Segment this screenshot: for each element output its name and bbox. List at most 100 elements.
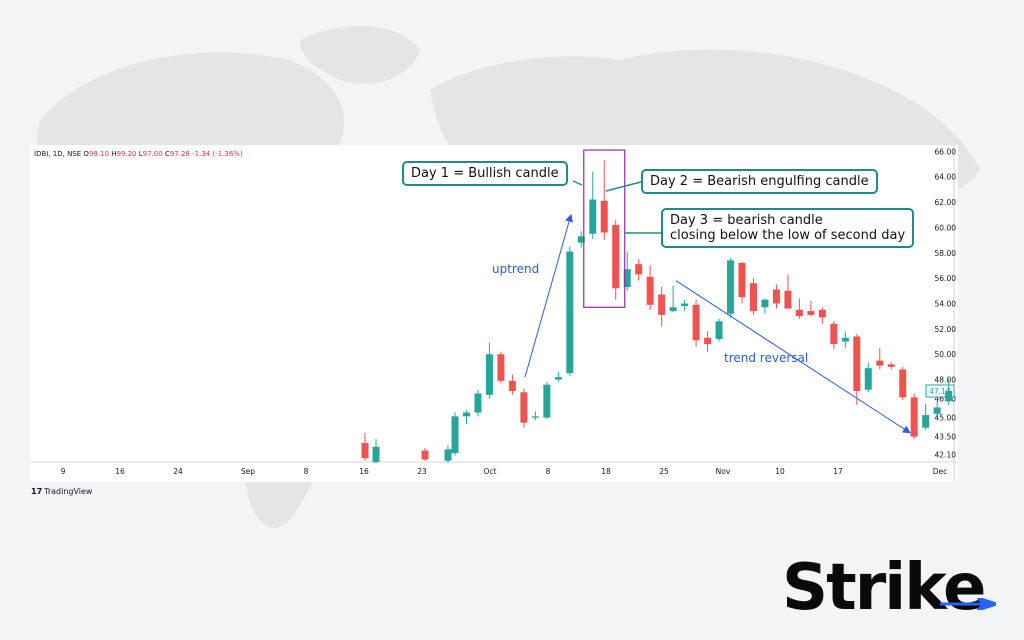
uptrend-label: uptrend [492, 262, 540, 276]
callout-day2-pointer [605, 181, 642, 192]
strike-logo-suffix: ke [904, 551, 986, 625]
candle-body [692, 304, 700, 341]
candle-body [681, 303, 689, 307]
candle-body [658, 294, 666, 315]
candle-body [910, 397, 918, 437]
candle-body [933, 407, 941, 414]
candle-body [566, 251, 574, 374]
candle-body [864, 368, 872, 390]
strike-logo-text: Stri [782, 551, 906, 625]
candle-body [635, 264, 643, 275]
candle-body [807, 311, 815, 315]
price-tick-label: 62.00 [935, 198, 957, 207]
candle-body [554, 377, 562, 380]
candlestick-chart[interactable]: 66.00 64.00 62.00 60.00 58.00 56.00 54.00 52.00… [30, 145, 958, 482]
candle-body [945, 390, 953, 402]
callout-day3-line2: closing below the low of second day [670, 228, 906, 243]
candle-body [361, 442, 369, 459]
callout-day3-line1: Day 3 = bearish candle [670, 213, 823, 228]
candle-body [612, 224, 620, 289]
time-tick-label: 25 [659, 467, 669, 476]
candle-body [462, 412, 470, 417]
candle-body [451, 416, 459, 454]
time-tick-label: 23 [417, 467, 427, 476]
candle-body [818, 309, 826, 318]
strike-arrow-icon [940, 598, 996, 610]
time-tick-label: Dec [933, 467, 948, 476]
trend-reversal-label: trend reversal [724, 351, 809, 365]
candle-body [727, 260, 735, 314]
high-label: H [111, 150, 117, 158]
time-tick-label: 24 [173, 467, 183, 476]
price-tick-label: 45.00 [935, 414, 957, 423]
price-tick-label: 43.50 [935, 433, 957, 442]
time-tick-label: 17 [833, 467, 843, 476]
time-tick-label: 16 [115, 467, 125, 476]
trend-reversal-arrow [675, 280, 911, 434]
tradingview-logo[interactable]: 17 TradingView [31, 487, 92, 496]
candle-body [577, 236, 585, 243]
close-value: 97.28 [169, 150, 190, 158]
open-label: O [83, 150, 89, 158]
low-value: 97.00 [142, 150, 163, 158]
candle-body [749, 283, 757, 312]
candle-body [795, 309, 803, 317]
candle-body [772, 289, 780, 304]
tradingview-mark-icon: 17 [31, 487, 43, 496]
candle-body [372, 446, 380, 462]
time-tick-label: 18 [601, 467, 611, 476]
time-tick-label: Sep [241, 467, 255, 476]
time-tick-label: 10 [775, 467, 785, 476]
last-price-label: 47.10 [929, 387, 951, 396]
price-tick-label: 50.00 [935, 350, 957, 359]
high-value: 99.20 [116, 150, 137, 158]
time-tick-label: 8 [546, 467, 551, 476]
candle-body [531, 416, 539, 418]
candle-body [922, 415, 930, 428]
callout-day2: Day 2 = Bearish engulfing candle [641, 169, 878, 194]
price-tick-label: 66.00 [935, 147, 957, 156]
candle-body [761, 299, 769, 308]
candle-body [543, 384, 551, 418]
open-value: 99.10 [88, 150, 109, 158]
price-tick-label: 58.00 [935, 249, 957, 258]
candle-body [421, 450, 429, 460]
time-tick-label: 8 [304, 467, 309, 476]
time-tick-label: Nov [716, 467, 731, 476]
candle-body [497, 354, 505, 381]
time-tick-label: 9 [61, 467, 66, 476]
candle-body [876, 360, 884, 366]
ticker-symbol: IDBI, 1D, NSE [34, 150, 82, 158]
price-tick-label: 60.00 [935, 223, 957, 232]
candle-body [738, 262, 746, 298]
callout-day1-pointer [572, 180, 583, 186]
price-tick-label: 52.00 [935, 325, 957, 334]
callout-day3: Day 3 = bearish candle closing below the… [661, 208, 915, 248]
uptrend-arrow [524, 213, 573, 378]
candle-body [646, 276, 654, 305]
candle-body [841, 337, 849, 342]
candle-body [887, 364, 895, 367]
chart-panel[interactable]: 66.00 64.00 62.00 60.00 58.00 56.00 54.00 52.00… [30, 145, 958, 482]
candle-body [899, 369, 907, 398]
candle-body [474, 393, 482, 413]
candle-body [784, 290, 792, 309]
candle-body [589, 199, 597, 234]
candle-body [669, 307, 677, 312]
candle-body [853, 336, 861, 391]
time-tick-label: 16 [359, 467, 369, 476]
low-label: L [138, 150, 143, 158]
price-tick-label: 48.00 [935, 376, 957, 385]
candle-body [508, 380, 516, 391]
time-tick-label: Oct [484, 467, 497, 476]
candle-body [520, 392, 528, 423]
callout-day2-text: Day 2 = Bearish engulfing candle [650, 174, 869, 189]
tradingview-text: TradingView [44, 487, 93, 496]
callout-day1-text: Day 1 = Bullish candle [411, 166, 559, 181]
strike-logo: Strike [782, 548, 986, 628]
candle-body [485, 354, 493, 395]
candle-body [704, 337, 712, 345]
pattern-highlight-box [583, 149, 626, 308]
ticker-info: IDBI, 1D, NSE O99.10 H99.20 L97.00 C97.2… [34, 150, 243, 158]
close-label: C [164, 150, 170, 158]
